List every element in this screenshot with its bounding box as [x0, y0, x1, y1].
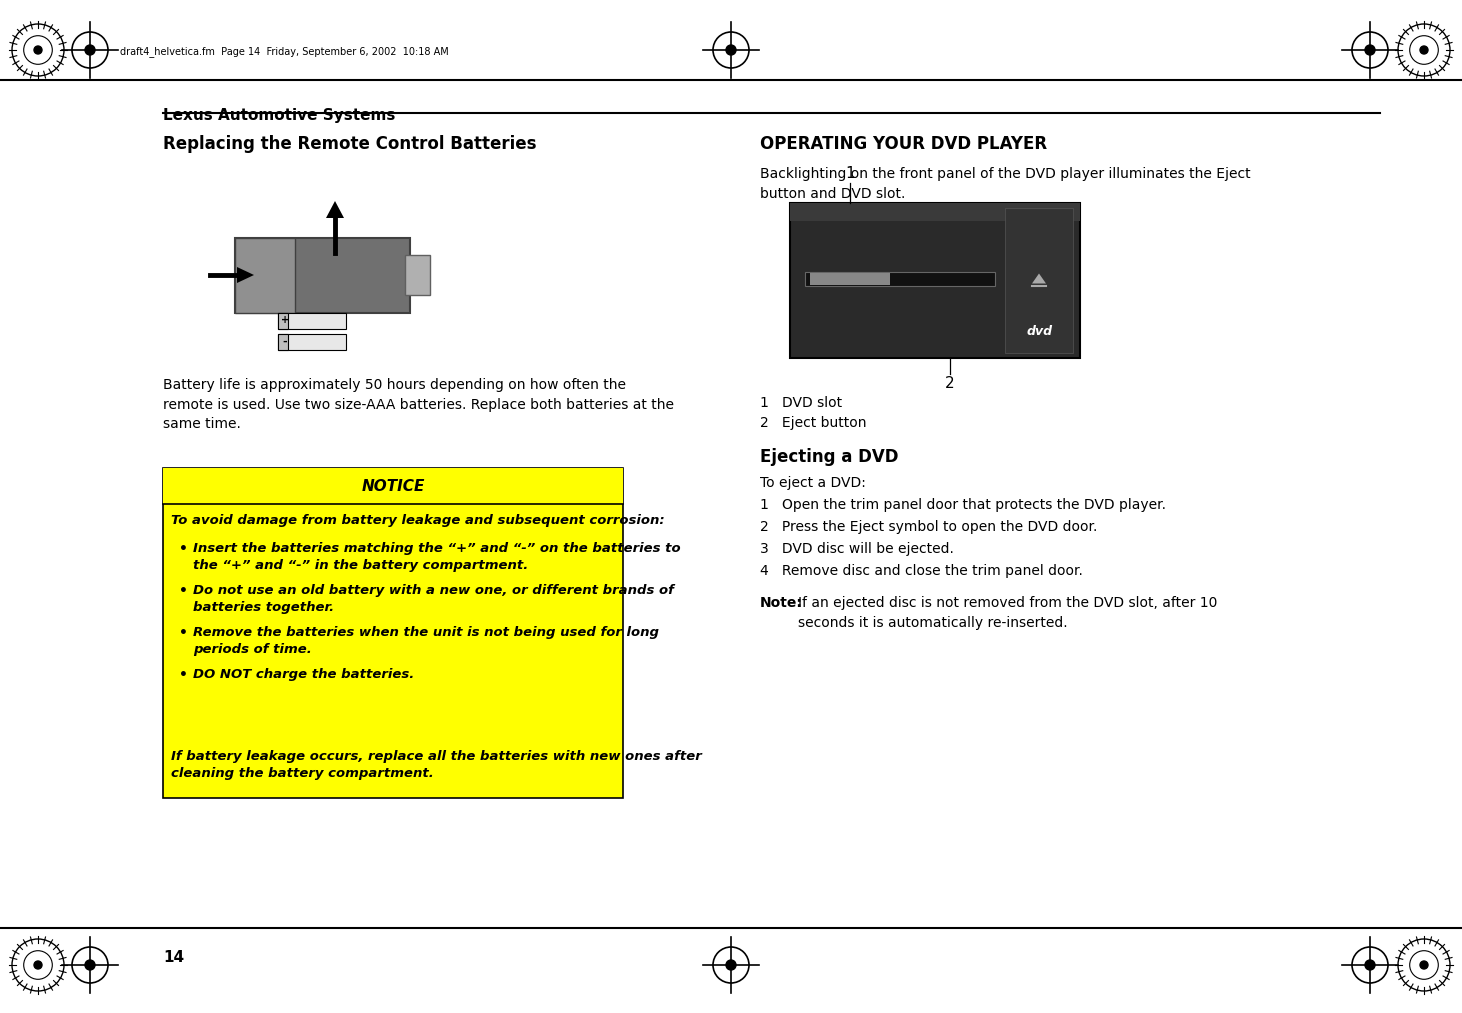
Text: 1: 1 [845, 166, 855, 181]
Text: Note:: Note: [760, 596, 803, 610]
Polygon shape [237, 267, 254, 283]
Text: draft4_helvetica.fm  Page 14  Friday, September 6, 2002  10:18 AM: draft4_helvetica.fm Page 14 Friday, Sept… [120, 47, 449, 58]
Text: 2   Eject button: 2 Eject button [760, 416, 867, 430]
Text: •: • [178, 668, 189, 682]
Text: dvd: dvd [1026, 325, 1053, 338]
Bar [405, 255, 430, 295]
Bar [278, 334, 288, 350]
Circle shape [85, 960, 95, 970]
Text: 2: 2 [946, 376, 955, 391]
Text: Battery life is approximately 50 hours depending on how often the
remote is used: Battery life is approximately 50 hours d… [162, 378, 674, 431]
Bar [789, 203, 1080, 221]
Text: If an ejected disc is not removed from the DVD slot, after 10
seconds it is auto: If an ejected disc is not removed from t… [798, 596, 1218, 629]
Text: Lexus Automotive Systems: Lexus Automotive Systems [162, 108, 395, 123]
Text: If battery leakage occurs, replace all the batteries with new ones after
cleanin: If battery leakage occurs, replace all t… [171, 750, 702, 780]
Text: 2   Press the Eject symbol to open the DVD door.: 2 Press the Eject symbol to open the DVD… [760, 520, 1098, 534]
Bar [235, 238, 295, 313]
Circle shape [1366, 45, 1374, 55]
Circle shape [34, 46, 42, 54]
Text: 1   DVD slot: 1 DVD slot [760, 396, 842, 410]
Text: Ejecting a DVD: Ejecting a DVD [760, 448, 899, 466]
Text: Replacing the Remote Control Batteries: Replacing the Remote Control Batteries [162, 135, 537, 153]
Text: To avoid damage from battery leakage and subsequent corrosion:: To avoid damage from battery leakage and… [171, 514, 665, 527]
Text: DO NOT charge the batteries.: DO NOT charge the batteries. [193, 668, 414, 681]
Bar [810, 272, 890, 285]
Text: Remove the batteries when the unit is not being used for long
periods of time.: Remove the batteries when the unit is no… [193, 626, 659, 656]
Text: Backlighting on the front panel of the DVD player illuminates the Eject
button a: Backlighting on the front panel of the D… [760, 167, 1250, 201]
Bar [278, 313, 346, 329]
Text: 3   DVD disc will be ejected.: 3 DVD disc will be ejected. [760, 542, 953, 556]
Circle shape [34, 961, 42, 969]
Circle shape [1366, 960, 1374, 970]
Text: 4   Remove disc and close the trim panel door.: 4 Remove disc and close the trim panel d… [760, 564, 1083, 578]
Text: Insert the batteries matching the “+” and “-” on the batteries to
the “+” and “-: Insert the batteries matching the “+” an… [193, 542, 681, 572]
Bar [235, 238, 409, 313]
Polygon shape [326, 201, 344, 218]
Circle shape [85, 45, 95, 55]
Text: +: + [281, 315, 289, 325]
Circle shape [727, 960, 735, 970]
Text: -: - [282, 337, 288, 347]
Bar [1004, 208, 1073, 353]
Circle shape [1420, 46, 1428, 54]
Text: 1   Open the trim panel door that protects the DVD player.: 1 Open the trim panel door that protects… [760, 498, 1167, 512]
Text: •: • [178, 585, 189, 598]
Circle shape [727, 45, 735, 55]
Bar [162, 468, 623, 798]
Text: Do not use an old battery with a new one, or different brands of
batteries toget: Do not use an old battery with a new one… [193, 585, 674, 614]
Polygon shape [1032, 274, 1045, 284]
Bar [806, 271, 996, 286]
Text: •: • [178, 626, 189, 640]
Text: To eject a DVD:: To eject a DVD: [760, 476, 866, 490]
Text: •: • [178, 542, 189, 556]
Bar [162, 468, 623, 504]
Text: 14: 14 [162, 950, 184, 965]
Bar [278, 334, 346, 350]
Text: OPERATING YOUR DVD PLAYER: OPERATING YOUR DVD PLAYER [760, 135, 1047, 153]
Text: NOTICE: NOTICE [361, 478, 424, 493]
Circle shape [1420, 961, 1428, 969]
Bar [278, 313, 288, 329]
Bar [789, 203, 1080, 358]
